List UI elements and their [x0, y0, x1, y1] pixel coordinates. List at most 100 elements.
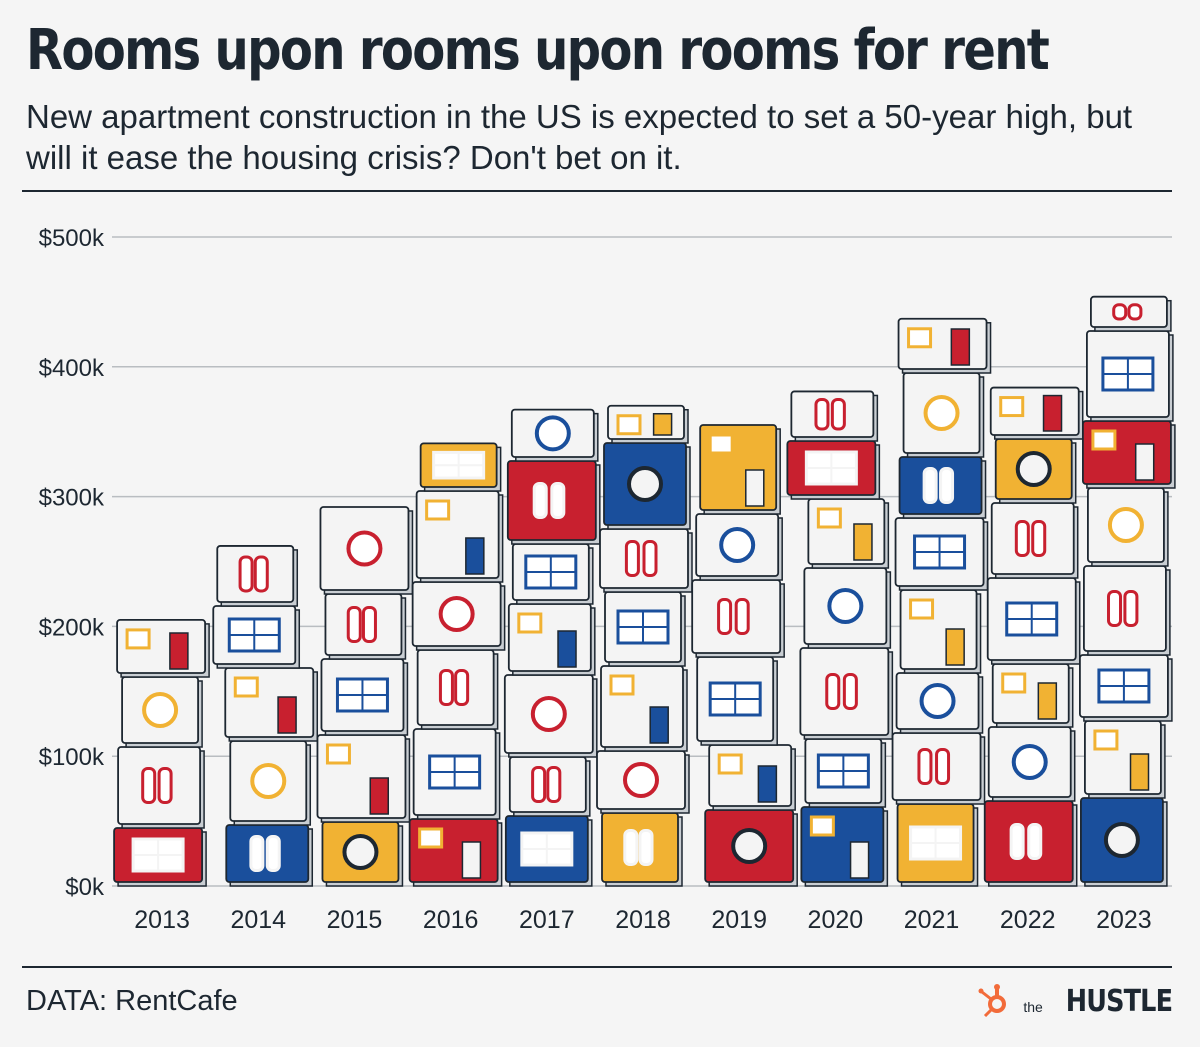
round-window: [342, 834, 379, 870]
hubspot-sprocket-icon: [978, 984, 1007, 1018]
tall-window: [546, 766, 562, 803]
tall-window: [532, 482, 548, 519]
bar-2019: [691, 424, 798, 887]
y-tick-label: $300k: [39, 485, 105, 512]
x-tick-label: 2017: [519, 906, 575, 934]
round-window: [142, 692, 179, 728]
tall-window: [642, 540, 658, 577]
door: [461, 841, 482, 879]
chart-title: Rooms upon rooms upon rooms for rent: [26, 18, 1050, 83]
window: [999, 396, 1025, 418]
y-tick-label: $0k: [65, 874, 105, 901]
tall-window: [265, 835, 281, 872]
round-window: [530, 696, 567, 732]
round-window: [719, 527, 756, 563]
tall-window: [842, 673, 858, 710]
tall-window: [830, 397, 846, 431]
x-tick-label: 2020: [808, 906, 864, 934]
tall-window: [623, 829, 639, 866]
tall-window: [734, 598, 750, 635]
round-window: [627, 466, 663, 502]
round-window: [438, 596, 475, 632]
round-window: [1015, 451, 1052, 487]
logo-wordmark: HUSTLE: [1065, 984, 1173, 1019]
tall-window: [157, 767, 173, 804]
window: [233, 676, 259, 698]
window: [816, 507, 842, 529]
tall-window: [1014, 520, 1030, 557]
round-window: [1107, 507, 1144, 543]
bottom-divider: [22, 966, 1172, 968]
top-divider: [22, 190, 1172, 192]
bar-2015: [316, 506, 414, 887]
door: [853, 523, 873, 561]
door: [745, 469, 765, 507]
window: [425, 499, 451, 521]
door: [757, 765, 778, 803]
door: [369, 777, 390, 815]
door: [849, 841, 870, 879]
door: [277, 696, 297, 734]
round-window: [250, 763, 287, 799]
x-tick-label: 2013: [134, 906, 190, 934]
window: [1091, 429, 1117, 451]
tall-window: [1112, 303, 1128, 321]
bar-2022: [983, 386, 1084, 887]
round-window: [731, 828, 768, 864]
round-window: [827, 588, 864, 624]
round-window: [923, 395, 960, 431]
round-window: [1103, 822, 1140, 858]
window: [909, 598, 935, 620]
tall-window: [141, 767, 157, 804]
window: [717, 753, 743, 775]
x-tick-label: 2021: [904, 906, 960, 934]
x-tick-label: 2016: [423, 906, 479, 934]
door: [557, 630, 577, 668]
tall-window: [638, 829, 654, 866]
logo-small-text: the: [1023, 999, 1043, 1015]
bar-2013: [113, 619, 210, 887]
round-window: [1011, 744, 1048, 780]
bar-chart: $0k $100k $200k $300k $400k $500k 2013 2014 2015…: [39, 225, 1176, 934]
tall-window: [253, 555, 269, 593]
round-window: [623, 762, 659, 798]
tall-window: [814, 397, 830, 431]
window: [809, 815, 835, 837]
door: [1042, 394, 1063, 432]
tall-window: [361, 606, 377, 643]
tall-window: [249, 835, 265, 872]
tall-window: [238, 555, 254, 593]
tall-window: [1123, 590, 1139, 627]
window: [616, 414, 642, 436]
y-tick-label: $500k: [39, 225, 105, 252]
tall-window: [935, 748, 951, 785]
tall-window: [939, 467, 955, 504]
window: [418, 827, 444, 849]
hustle-logo: the HUSTLE: [977, 983, 1173, 1019]
door: [1129, 753, 1150, 791]
window: [517, 612, 543, 634]
tall-window: [1009, 823, 1025, 860]
window: [325, 743, 351, 765]
door: [1134, 443, 1155, 481]
window: [708, 433, 734, 455]
tall-window: [922, 467, 938, 504]
door: [945, 628, 965, 666]
door: [465, 537, 485, 575]
window: [1001, 672, 1027, 694]
chart-subtitle: New apartment construction in the US is …: [26, 98, 1133, 176]
tall-window: [1031, 520, 1047, 557]
x-tick-label: 2015: [327, 906, 383, 934]
round-window: [346, 530, 383, 567]
data-source: DATA: RentCafe: [26, 985, 238, 1017]
round-window: [919, 683, 956, 719]
x-tick-label: 2023: [1096, 906, 1152, 934]
bar-2016: [408, 442, 506, 887]
bar-2023: [1079, 295, 1176, 887]
x-tick-label: 2022: [1000, 906, 1056, 934]
tall-window: [550, 482, 566, 519]
door: [950, 328, 971, 366]
y-tick-label: $200k: [39, 614, 105, 641]
bar-2021: [891, 317, 992, 887]
tall-window: [825, 673, 841, 710]
